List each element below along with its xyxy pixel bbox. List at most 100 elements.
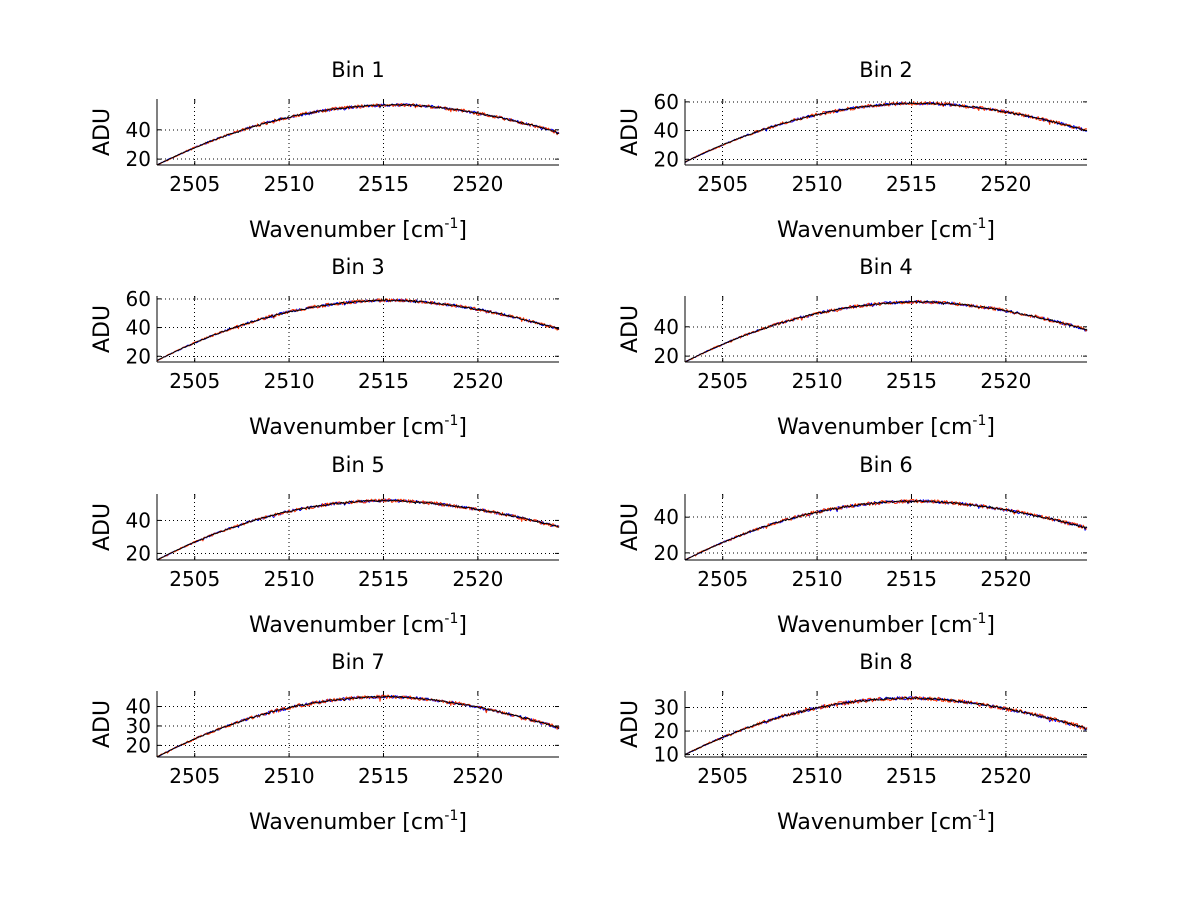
x-axis-label: Wavenumber [cm-1] xyxy=(777,611,995,638)
x-tick-label: 2520 xyxy=(452,369,503,393)
panel-title: Bin 6 xyxy=(859,453,913,477)
x-tick-label: 2505 xyxy=(169,369,220,393)
y-tick-label: 20 xyxy=(654,719,679,743)
panel-4: Bin 4 2505 2510 2515 2520 20 40 ADU Wavenumber [… xyxy=(618,255,1088,440)
y-axis-label: ADU xyxy=(90,108,115,156)
y-tick-label: 20 xyxy=(126,344,151,368)
y-axis-label: ADU xyxy=(90,305,115,353)
series-line-1 xyxy=(156,298,560,362)
series-line-3 xyxy=(156,299,560,362)
x-tick-label: 2505 xyxy=(169,764,220,788)
x-tick-label: 2520 xyxy=(452,567,503,591)
x-tick-label: 2520 xyxy=(980,764,1031,788)
x-tick-label: 2515 xyxy=(886,369,937,393)
series-line-3 xyxy=(156,499,560,561)
y-tick-label: 60 xyxy=(654,90,679,114)
x-tick-label: 2515 xyxy=(358,764,409,788)
x-tick-label: 2515 xyxy=(358,567,409,591)
panel-1: Bin 1 2505 2510 2515 2520 20 40 ADU Wavenumber [… xyxy=(90,58,560,243)
panel-title: Bin 3 xyxy=(331,255,385,279)
series-line-3 xyxy=(684,696,1088,756)
series-line-2 xyxy=(156,103,560,166)
x-tick-label: 2510 xyxy=(792,172,843,196)
series-line-3 xyxy=(684,102,1088,163)
x-tick-label: 2510 xyxy=(792,764,843,788)
x-tick-label: 2505 xyxy=(169,172,220,196)
y-axis-label: ADU xyxy=(618,305,643,353)
x-tick-label: 2520 xyxy=(980,567,1031,591)
series-line-2 xyxy=(684,696,1088,756)
y-tick-label: 20 xyxy=(126,147,151,171)
x-tick-label: 2505 xyxy=(697,567,748,591)
y-tick-label: 40 xyxy=(654,505,679,529)
x-tick-label: 2520 xyxy=(452,172,503,196)
x-tick-label: 2510 xyxy=(264,764,315,788)
series-line-3 xyxy=(156,103,559,166)
series-line-2 xyxy=(156,498,560,561)
y-tick-label: 20 xyxy=(654,541,679,565)
x-tick-label: 2510 xyxy=(792,369,843,393)
x-tick-label: 2520 xyxy=(980,172,1031,196)
panel-6: Bin 6 2505 2510 2515 2520 20 40 ADU Wavenumber [… xyxy=(618,453,1088,638)
y-axis-label: ADU xyxy=(618,700,643,748)
panel-title: Bin 7 xyxy=(331,650,385,674)
x-tick-label: 2510 xyxy=(792,567,843,591)
y-tick-label: 60 xyxy=(126,287,151,311)
series-line-2 xyxy=(156,298,560,362)
y-axis-label: ADU xyxy=(90,700,115,748)
y-axis-label: ADU xyxy=(618,108,643,156)
x-axis-label: Wavenumber [cm-1] xyxy=(249,611,467,638)
x-tick-label: 2510 xyxy=(264,369,315,393)
y-axis-label: ADU xyxy=(90,503,115,551)
panel-title: Bin 8 xyxy=(859,650,913,674)
x-axis-label: Wavenumber [cm-1] xyxy=(777,808,995,835)
x-axis-label: Wavenumber [cm-1] xyxy=(249,413,467,440)
y-tick-label: 30 xyxy=(654,696,679,720)
x-tick-label: 2515 xyxy=(358,369,409,393)
y-tick-label: 40 xyxy=(654,315,679,339)
x-axis-label: Wavenumber [cm-1] xyxy=(249,808,467,835)
y-tick-label: 40 xyxy=(126,316,151,340)
x-tick-label: 2510 xyxy=(264,567,315,591)
series-line-2 xyxy=(684,299,1088,363)
x-tick-label: 2515 xyxy=(886,567,937,591)
series-line-2 xyxy=(684,101,1087,163)
panel-2: Bin 2 2505 2510 2515 2520 20 40 60 ADU Wavenumber… xyxy=(618,58,1088,243)
y-tick-label: 40 xyxy=(126,695,151,719)
y-tick-label: 20 xyxy=(126,541,151,565)
series-line-1 xyxy=(684,101,1088,163)
x-tick-label: 2515 xyxy=(886,764,937,788)
x-tick-label: 2505 xyxy=(697,764,748,788)
y-axis-label: ADU xyxy=(618,503,643,551)
panel-5: Bin 5 2505 2510 2515 2520 20 40 ADU Wavenumber [… xyxy=(90,453,560,638)
x-tick-label: 2505 xyxy=(697,369,748,393)
panel-title: Bin 5 xyxy=(331,453,385,477)
series-line-1 xyxy=(156,103,560,166)
y-tick-label: 30 xyxy=(126,714,151,738)
x-axis-label: Wavenumber [cm-1] xyxy=(777,413,995,440)
series-line-1 xyxy=(684,696,1088,756)
y-tick-label: 40 xyxy=(654,119,679,143)
series-line-3 xyxy=(684,499,1088,561)
panel-title: Bin 2 xyxy=(859,58,913,82)
x-tick-label: 2505 xyxy=(697,172,748,196)
series-line-2 xyxy=(685,498,1088,561)
panel-3: Bin 3 2505 2510 2515 2520 20 40 60 ADU Wavenumber… xyxy=(90,255,560,440)
x-tick-label: 2505 xyxy=(169,567,220,591)
panel-title: Bin 4 xyxy=(859,255,913,279)
panel-title: Bin 1 xyxy=(331,58,385,82)
y-tick-label: 40 xyxy=(126,118,151,142)
y-tick-label: 20 xyxy=(126,733,151,757)
y-tick-label: 40 xyxy=(126,508,151,532)
y-tick-label: 20 xyxy=(654,344,679,368)
y-tick-label: 20 xyxy=(654,147,679,171)
x-tick-label: 2520 xyxy=(980,369,1031,393)
x-tick-label: 2520 xyxy=(452,764,503,788)
x-axis-label: Wavenumber [cm-1] xyxy=(777,216,995,243)
series-line-1 xyxy=(684,499,1088,561)
series-line-3 xyxy=(156,695,560,758)
series-line-3 xyxy=(684,300,1088,363)
